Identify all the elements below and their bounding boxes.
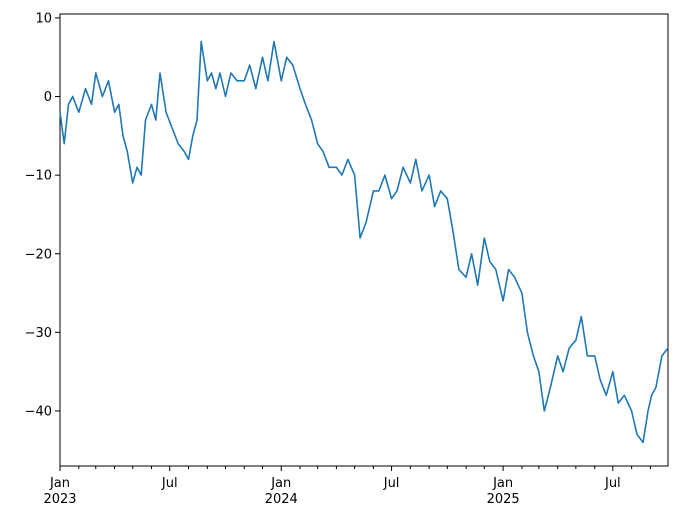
y-tick-label: −20 xyxy=(25,247,52,262)
y-tick-label: 0 xyxy=(44,90,52,105)
x-tick-year-label: 2023 xyxy=(43,492,76,507)
plot-area-frame xyxy=(59,13,669,467)
x-tick-year-label: 2024 xyxy=(265,492,298,507)
y-tick-label: 10 xyxy=(35,11,52,26)
series-layer xyxy=(59,40,669,444)
y-tick-label: −40 xyxy=(25,404,52,419)
x-tick-label: Jul xyxy=(604,476,621,491)
series-line-0 xyxy=(59,40,669,444)
x-tick-label: Jul xyxy=(383,476,400,491)
y-tick-label: −10 xyxy=(25,169,52,184)
x-tick-year-label: 2025 xyxy=(487,492,520,507)
y-tick-label: −30 xyxy=(25,326,52,341)
x-tick-label: Jan xyxy=(49,476,70,491)
y-axis: 10 0 −10 −20 −30 −40 xyxy=(25,11,60,419)
x-tick-label: Jan xyxy=(270,476,291,491)
x-tick-label: Jan xyxy=(492,476,513,491)
x-tick-label: Jul xyxy=(161,476,178,491)
